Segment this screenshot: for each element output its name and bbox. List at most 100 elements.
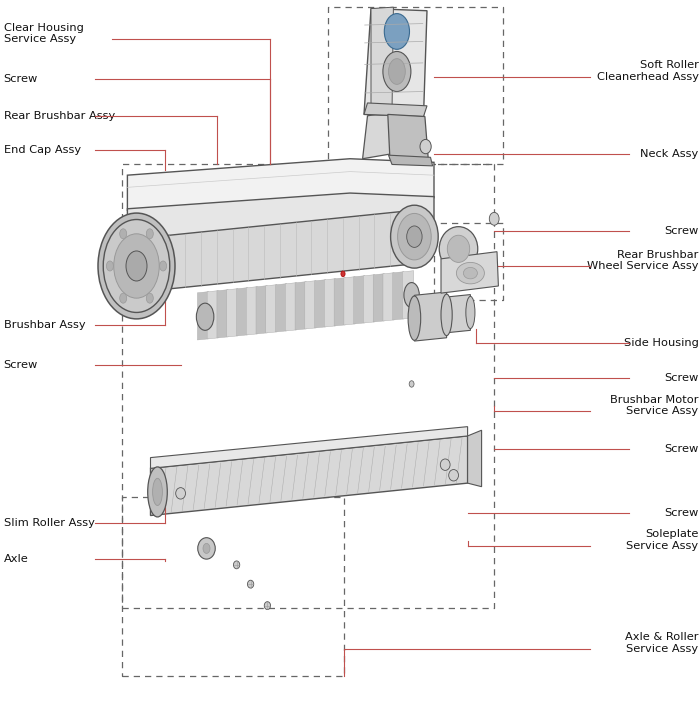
Polygon shape [314, 280, 326, 328]
Ellipse shape [197, 538, 216, 559]
Ellipse shape [404, 282, 419, 307]
Text: Side Housing: Side Housing [624, 338, 699, 348]
Polygon shape [127, 159, 434, 211]
Text: Service Assy: Service Assy [4, 34, 76, 44]
Polygon shape [304, 281, 316, 329]
Polygon shape [237, 287, 248, 336]
Ellipse shape [384, 14, 409, 49]
Ellipse shape [196, 303, 214, 330]
Text: Screw: Screw [664, 444, 699, 454]
Polygon shape [393, 272, 404, 320]
Ellipse shape [148, 467, 167, 517]
Ellipse shape [341, 271, 345, 277]
Ellipse shape [120, 293, 127, 303]
Ellipse shape [440, 227, 477, 271]
Ellipse shape [489, 212, 499, 225]
Text: Axle & Roller: Axle & Roller [625, 632, 699, 642]
Polygon shape [371, 7, 393, 114]
Ellipse shape [409, 380, 414, 387]
Ellipse shape [407, 226, 422, 247]
Polygon shape [363, 275, 374, 323]
Polygon shape [246, 287, 258, 335]
Ellipse shape [120, 229, 127, 239]
Ellipse shape [391, 205, 438, 268]
Text: Service Assy: Service Assy [626, 644, 699, 654]
Polygon shape [286, 282, 297, 331]
Text: Screw: Screw [664, 508, 699, 518]
Ellipse shape [248, 581, 253, 588]
Polygon shape [276, 284, 287, 332]
Ellipse shape [463, 267, 477, 279]
Ellipse shape [456, 262, 484, 284]
Polygon shape [389, 155, 433, 166]
Ellipse shape [203, 543, 210, 553]
Ellipse shape [408, 296, 421, 340]
Text: Cleanerhead Assy: Cleanerhead Assy [596, 72, 699, 82]
Polygon shape [150, 436, 468, 516]
Polygon shape [373, 274, 384, 322]
Polygon shape [388, 114, 428, 161]
Polygon shape [295, 282, 307, 330]
Polygon shape [468, 430, 482, 487]
Ellipse shape [146, 293, 153, 303]
Polygon shape [227, 289, 238, 337]
Ellipse shape [447, 235, 470, 262]
Ellipse shape [234, 561, 239, 569]
Polygon shape [402, 271, 414, 319]
Ellipse shape [441, 294, 452, 335]
Text: Wheel Service Assy: Wheel Service Assy [587, 261, 699, 271]
Polygon shape [256, 286, 267, 334]
Text: Brushbar Assy: Brushbar Assy [4, 320, 85, 330]
Text: Rear Brushbar Assy: Rear Brushbar Assy [4, 111, 115, 121]
Polygon shape [127, 210, 413, 293]
Polygon shape [197, 292, 209, 340]
Text: Screw: Screw [664, 373, 699, 383]
Polygon shape [207, 291, 218, 339]
Text: Slim Roller Assy: Slim Roller Assy [4, 518, 94, 528]
Ellipse shape [153, 478, 162, 506]
Polygon shape [354, 276, 365, 324]
Ellipse shape [146, 229, 153, 239]
Text: Service Assy: Service Assy [626, 406, 699, 416]
Ellipse shape [420, 139, 431, 154]
Polygon shape [447, 295, 470, 332]
Text: Soleplate: Soleplate [645, 529, 699, 539]
Text: Service Assy: Service Assy [626, 541, 699, 551]
Text: Soft Roller: Soft Roller [640, 60, 699, 70]
Text: Screw: Screw [4, 74, 38, 84]
Polygon shape [414, 292, 447, 341]
Polygon shape [217, 290, 228, 338]
Ellipse shape [160, 261, 167, 271]
Ellipse shape [98, 213, 175, 319]
Ellipse shape [126, 251, 147, 281]
Ellipse shape [265, 602, 270, 609]
Text: Screw: Screw [4, 360, 38, 370]
Polygon shape [334, 277, 345, 326]
Ellipse shape [104, 220, 169, 312]
Ellipse shape [176, 488, 186, 499]
Polygon shape [383, 272, 394, 321]
Text: Screw: Screw [664, 226, 699, 236]
Polygon shape [363, 111, 396, 159]
Text: Neck Assy: Neck Assy [640, 149, 699, 159]
Text: End Cap Assy: End Cap Assy [4, 145, 80, 155]
Polygon shape [324, 279, 335, 327]
Ellipse shape [466, 296, 475, 328]
Polygon shape [441, 252, 498, 293]
Polygon shape [364, 103, 427, 117]
Ellipse shape [389, 59, 405, 84]
Ellipse shape [440, 459, 450, 470]
Text: Clear Housing: Clear Housing [4, 23, 83, 33]
Polygon shape [364, 9, 427, 117]
Polygon shape [344, 277, 355, 325]
Text: Axle: Axle [4, 554, 28, 564]
Polygon shape [127, 193, 434, 240]
Polygon shape [150, 427, 468, 468]
Ellipse shape [113, 234, 160, 298]
Ellipse shape [106, 261, 113, 271]
Text: Brushbar Motor: Brushbar Motor [610, 395, 699, 405]
Text: Rear Brushbar: Rear Brushbar [617, 250, 699, 260]
Ellipse shape [383, 51, 411, 92]
Polygon shape [266, 285, 277, 333]
Ellipse shape [398, 213, 431, 260]
